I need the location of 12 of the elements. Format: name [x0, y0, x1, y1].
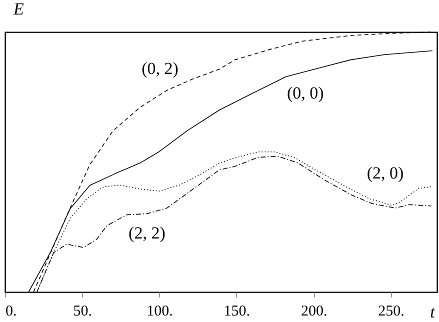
series-label: (0, 2): [142, 59, 178, 78]
series-label: (0, 0): [286, 84, 324, 103]
x-tick-label: 150.: [224, 304, 250, 320]
x-tick-label: 100.: [146, 304, 173, 320]
y-axis-title: E: [12, 0, 24, 18]
x-tick-label: 50.: [73, 304, 92, 320]
x-tick-label: 250.: [378, 304, 404, 320]
series-label: (2, 2): [128, 224, 166, 243]
x-axis-title: t: [430, 302, 436, 322]
x-tick-label: 200.: [300, 304, 328, 320]
x-tick-label: 0.: [6, 304, 17, 320]
series-label: (2, 0): [366, 163, 404, 182]
